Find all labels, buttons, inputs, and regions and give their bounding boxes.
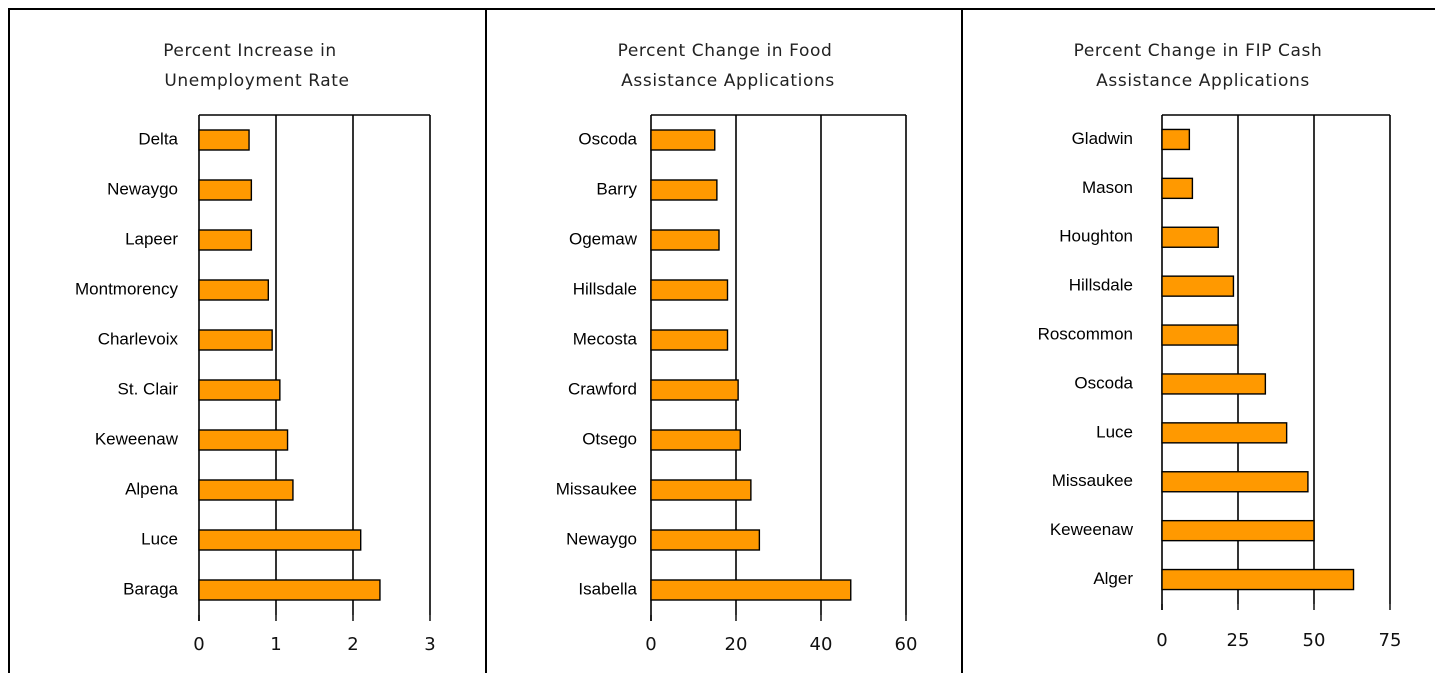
category-label: Mason bbox=[1082, 178, 1133, 197]
chart-title-line-2: Assistance Applications bbox=[1096, 71, 1310, 91]
bar bbox=[1162, 178, 1192, 198]
category-label: Alpena bbox=[125, 479, 178, 498]
chart-title-line-2: Assistance Applications bbox=[621, 71, 835, 91]
category-label: Keweenaw bbox=[95, 429, 179, 448]
bar bbox=[651, 180, 717, 200]
chart-panel-fip-cash: Percent Change in FIP Cash Assistance Ap… bbox=[1038, 41, 1402, 651]
bar bbox=[1162, 227, 1218, 247]
category-label: Charlevoix bbox=[98, 329, 179, 348]
category-label: Crawford bbox=[568, 379, 637, 398]
x-tick-label: 3 bbox=[424, 634, 435, 655]
chart-title-line-1: Percent Change in FIP Cash bbox=[1074, 41, 1323, 61]
bar bbox=[651, 330, 728, 350]
category-label: Mecosta bbox=[573, 329, 638, 348]
chart-panel-unemployment: Percent Increase in Unemployment Rate 0 1… bbox=[75, 41, 436, 655]
bar bbox=[199, 180, 251, 200]
bar bbox=[1162, 423, 1287, 443]
bar bbox=[1162, 472, 1308, 492]
category-label: Missaukee bbox=[1052, 471, 1133, 490]
bar bbox=[651, 130, 715, 150]
bar bbox=[1162, 374, 1265, 394]
category-label: Montmorency bbox=[75, 279, 178, 298]
bar bbox=[651, 480, 751, 500]
category-label: Gladwin bbox=[1072, 129, 1133, 148]
category-label: Luce bbox=[141, 529, 178, 548]
bar bbox=[199, 230, 251, 250]
category-label: Hillsdale bbox=[573, 279, 637, 298]
bar bbox=[199, 330, 272, 350]
category-label: Luce bbox=[1096, 422, 1133, 441]
category-label: Delta bbox=[138, 129, 178, 148]
category-label: Otsego bbox=[582, 429, 637, 448]
x-tick-label: 40 bbox=[810, 634, 833, 655]
bar bbox=[651, 380, 738, 400]
bar bbox=[651, 280, 728, 300]
bar bbox=[199, 130, 249, 150]
category-label: Keweenaw bbox=[1050, 520, 1134, 539]
chart-panel-food-assistance: Percent Change in Food Assistance Applic… bbox=[556, 41, 918, 655]
category-label: Alger bbox=[1093, 569, 1133, 588]
category-label: Isabella bbox=[578, 579, 637, 598]
category-label: Barry bbox=[596, 179, 637, 198]
x-tick-label: 20 bbox=[725, 634, 748, 655]
category-label: Baraga bbox=[123, 579, 178, 598]
category-label: Hillsdale bbox=[1069, 276, 1133, 295]
category-label: St. Clair bbox=[118, 379, 179, 398]
x-tick-label: 1 bbox=[270, 634, 281, 655]
chart-title-line-1: Percent Change in Food bbox=[618, 41, 833, 61]
bar bbox=[199, 480, 293, 500]
x-tick-label: 0 bbox=[1156, 630, 1167, 651]
bar bbox=[199, 280, 268, 300]
category-label: Newaygo bbox=[107, 179, 178, 198]
bar bbox=[199, 580, 380, 600]
category-label: Roscommon bbox=[1038, 325, 1133, 344]
x-tick-label: 2 bbox=[347, 634, 358, 655]
chart-title-line-1: Percent Increase in bbox=[163, 41, 337, 61]
category-label: Missaukee bbox=[556, 479, 637, 498]
bar bbox=[1162, 570, 1354, 590]
x-tick-label: 25 bbox=[1227, 630, 1250, 651]
x-tick-label: 75 bbox=[1379, 630, 1402, 651]
bar bbox=[651, 530, 759, 550]
bar bbox=[199, 380, 280, 400]
x-tick-label: 0 bbox=[645, 634, 656, 655]
category-label: Houghton bbox=[1059, 227, 1133, 246]
bar bbox=[651, 430, 740, 450]
category-label: Lapeer bbox=[125, 229, 178, 248]
bar bbox=[199, 530, 361, 550]
bar bbox=[1162, 129, 1189, 149]
x-tick-label: 0 bbox=[193, 634, 204, 655]
category-label: Ogemaw bbox=[569, 229, 638, 248]
chart-title-line-2: Unemployment Rate bbox=[164, 71, 349, 91]
category-label: Oscoda bbox=[1074, 373, 1133, 392]
x-tick-label: 50 bbox=[1303, 630, 1326, 651]
bar bbox=[1162, 276, 1233, 296]
bar bbox=[651, 230, 719, 250]
bar bbox=[1162, 521, 1314, 541]
x-tick-label: 60 bbox=[895, 634, 918, 655]
bar bbox=[651, 580, 851, 600]
category-label: Oscoda bbox=[578, 129, 637, 148]
bar bbox=[199, 430, 288, 450]
category-label: Newaygo bbox=[566, 529, 637, 548]
bar bbox=[1162, 325, 1238, 345]
